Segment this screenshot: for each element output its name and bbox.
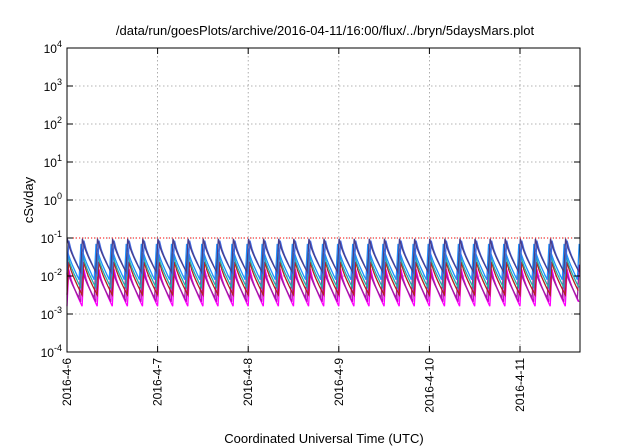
x-tick-label: 2016-4-7: [151, 358, 165, 406]
series-line: [66, 238, 580, 275]
x-tick-label: 2016-4-6: [60, 358, 74, 406]
y-axis-title: cSv/day: [21, 176, 36, 223]
series-line: [66, 252, 580, 290]
chart-title: /data/run/goesPlots/archive/2016-04-11/1…: [116, 23, 535, 38]
x-axis-title: Coordinated Universal Time (UTC): [224, 431, 423, 446]
grid-lines: [67, 48, 580, 352]
y-tick-label: 10-3: [41, 305, 62, 322]
y-tick-label: 102: [44, 115, 62, 132]
x-tick-label: 2016-4-8: [241, 358, 255, 406]
y-axis-ticks: 10-4 10-3 10-2 10-1 100 101 102 103 104: [41, 39, 580, 360]
series-line: [66, 261, 579, 298]
y-tick-label: 104: [44, 39, 62, 56]
y-tick-label: 10-1: [41, 229, 62, 246]
y-tick-label: 101: [44, 153, 62, 170]
y-tick-label: 10-2: [41, 267, 62, 284]
data-series: [66, 238, 580, 307]
y-tick-label: 100: [44, 191, 62, 208]
x-tick-label: 2016-4-10: [422, 358, 436, 413]
x-axis-ticks: 2016-4-6 2016-4-7 2016-4-8 2016-4-9 2016-4-1…: [60, 48, 527, 413]
y-tick-label: 103: [44, 77, 62, 94]
x-tick-label: 2016-4-9: [332, 358, 346, 406]
y-tick-label: 10-4: [41, 343, 62, 360]
x-tick-label: 2016-4-11: [513, 358, 527, 412]
